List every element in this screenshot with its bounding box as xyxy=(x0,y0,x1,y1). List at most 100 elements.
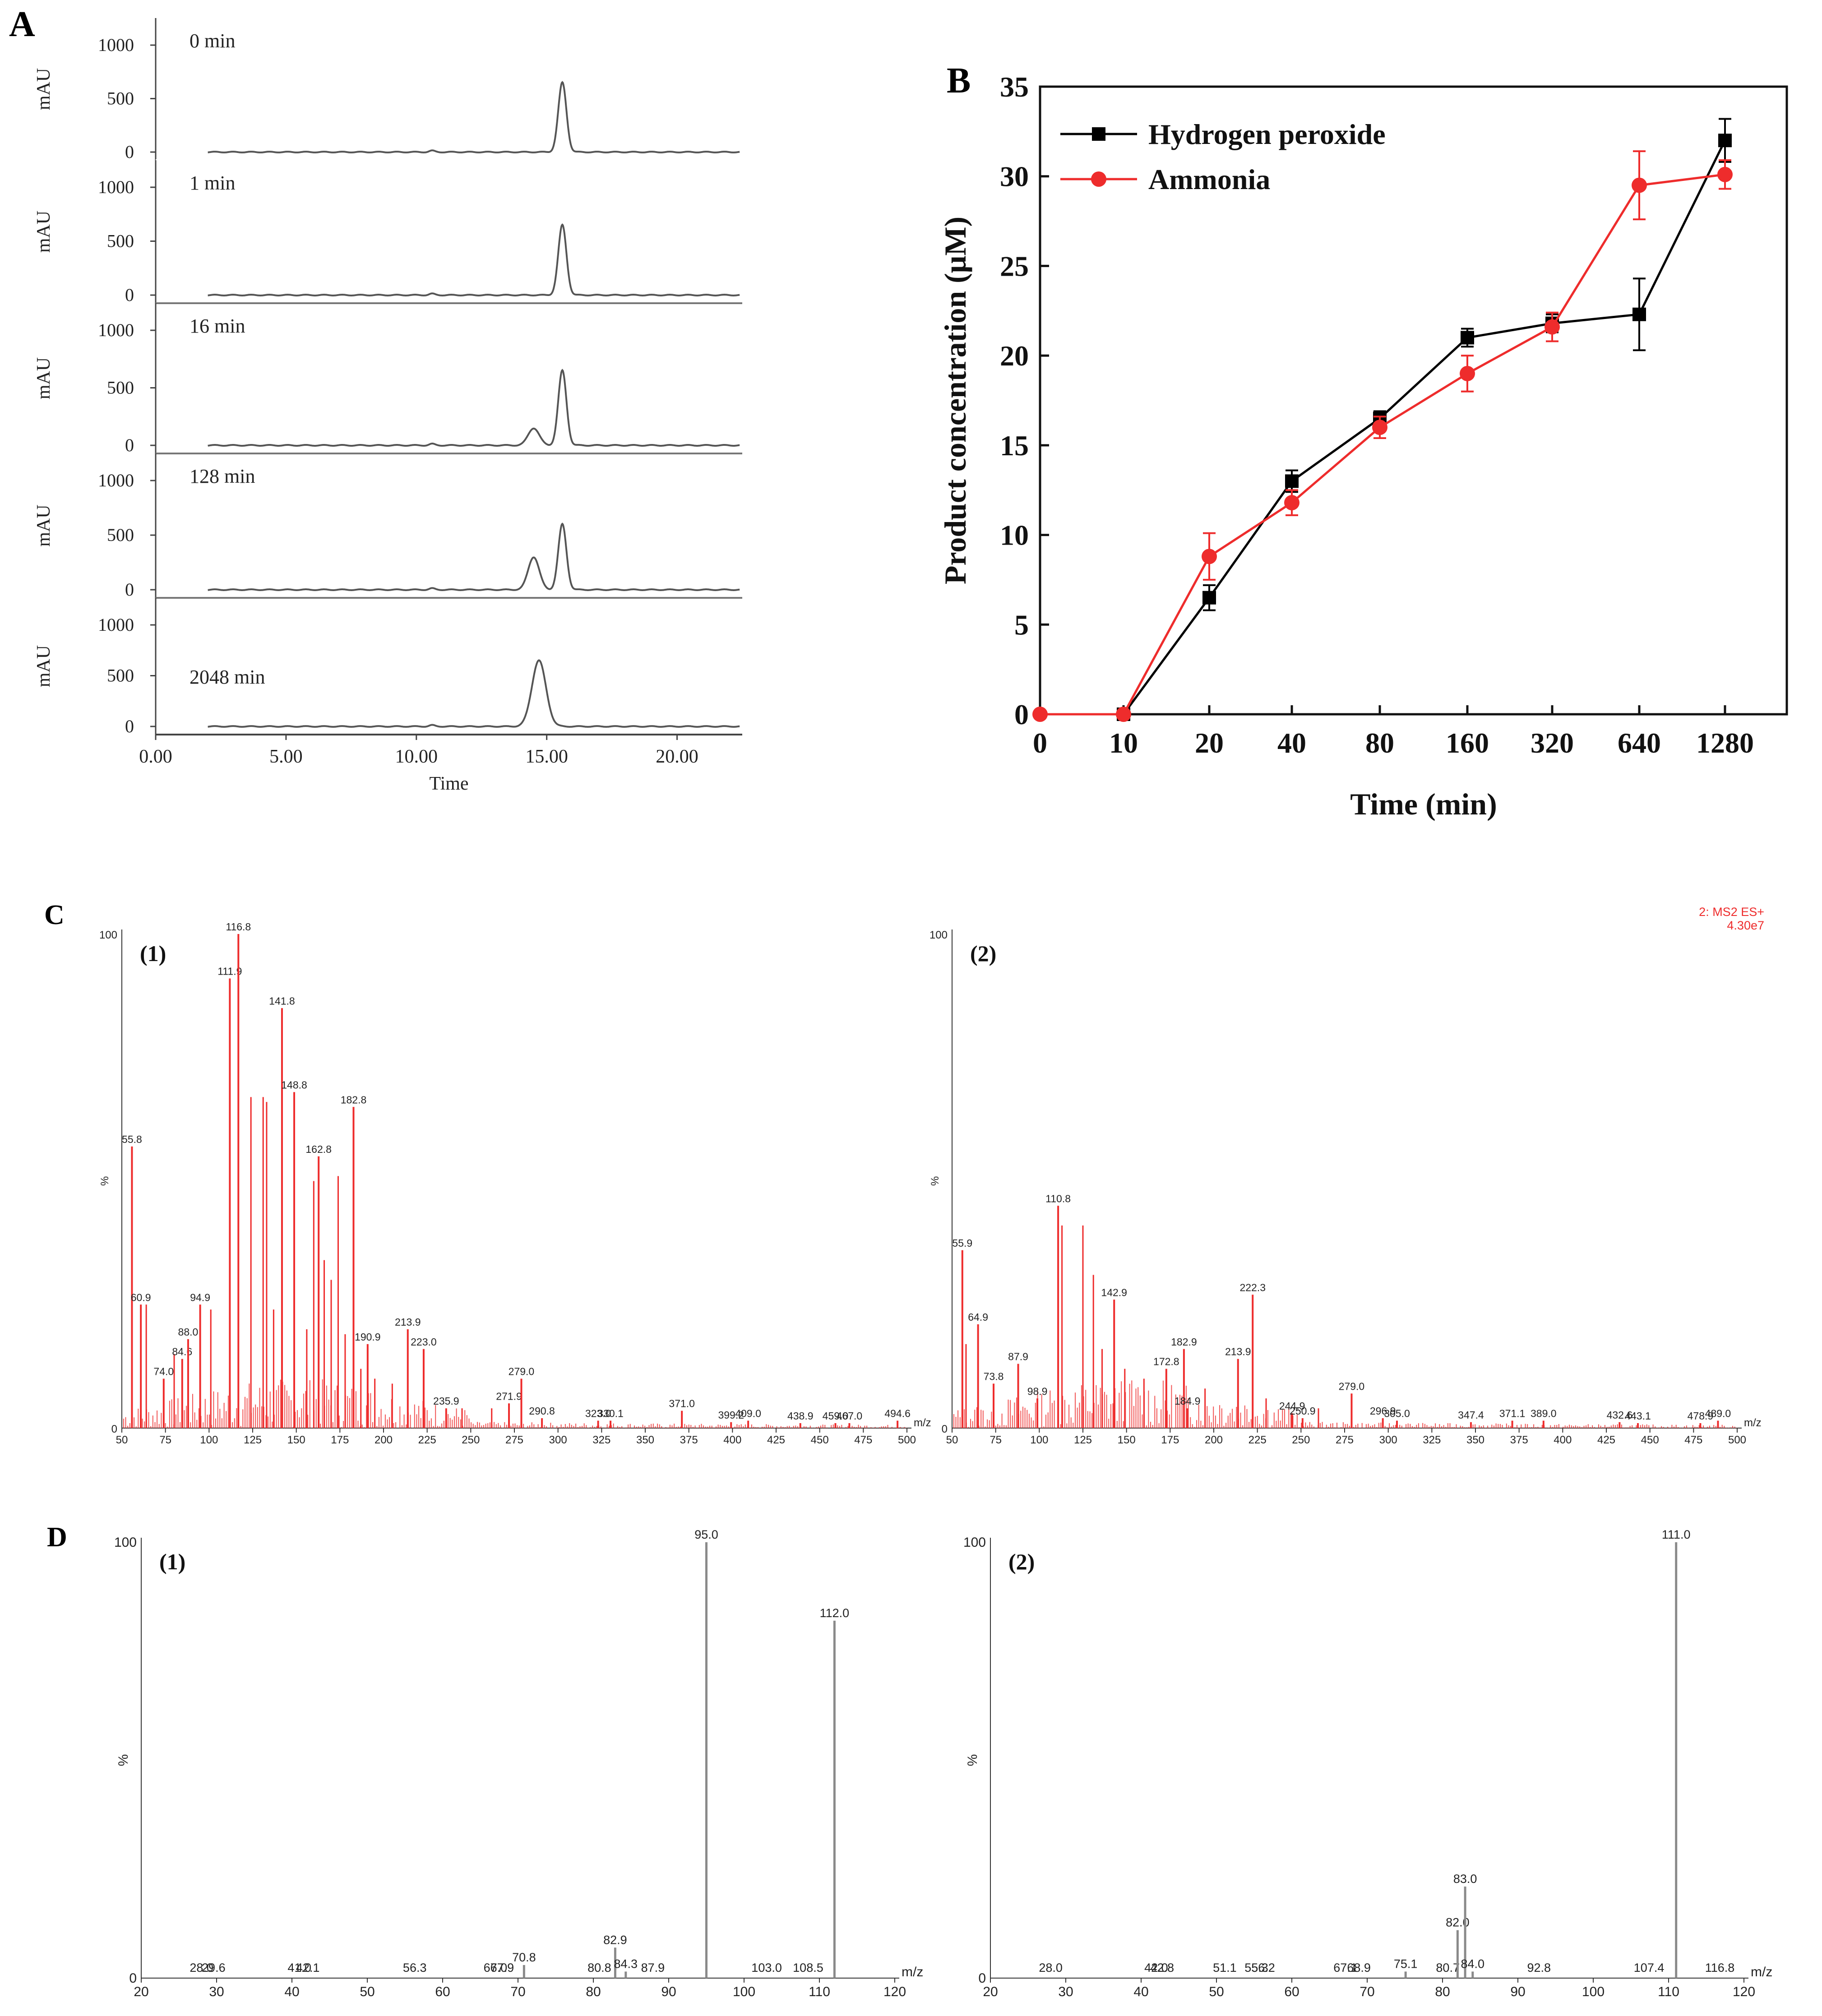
peak-label: 94.9 xyxy=(190,1291,210,1303)
spectrum-c2: 100 0% (2) 50 75 100 125 150 175 200 225 250 275 300 3… xyxy=(929,929,1762,1446)
x-tick-label: 500 xyxy=(1728,1434,1746,1446)
peak-label: 347.4 xyxy=(1458,1409,1484,1421)
x-tick-label: 120 xyxy=(883,1984,906,1999)
series-line xyxy=(1040,173,1725,716)
spectrum-title: (1) xyxy=(159,1549,185,1574)
x-tick-label: 40 xyxy=(1277,727,1306,759)
x-tick-label: 325 xyxy=(1423,1434,1441,1446)
data-point xyxy=(1632,177,1647,193)
peak-label: 56.2 xyxy=(1251,1961,1275,1974)
peak-label: 371.1 xyxy=(1499,1408,1526,1420)
plot-frame xyxy=(1039,85,1788,716)
peak-label: 51.1 xyxy=(1213,1961,1237,1974)
data-point xyxy=(1717,166,1733,182)
peak-label: 92.8 xyxy=(1527,1961,1551,1974)
y-axis-label: mAU xyxy=(33,504,54,546)
y-axis-label: % xyxy=(99,1176,111,1186)
x-tick-label: 200 xyxy=(375,1434,393,1446)
legend-marker xyxy=(1092,127,1105,141)
peak-label: 182.9 xyxy=(1171,1336,1197,1348)
x-tick-label: 110 xyxy=(809,1984,830,1999)
peak-label: 432.6 xyxy=(1607,1409,1633,1421)
peak-label: 67.1 xyxy=(1333,1961,1357,1974)
peak-label: 223.0 xyxy=(411,1336,437,1348)
y-tick-label: 0 xyxy=(129,1971,137,1986)
peak-label: 409.0 xyxy=(735,1408,761,1420)
y-tick-label: 1000 xyxy=(98,35,134,55)
peak-label: 42.8 xyxy=(1150,1961,1174,1974)
panel-label-b: B xyxy=(947,61,971,101)
x-tick-label: 150 xyxy=(1118,1434,1136,1446)
x-tick-label: 30 xyxy=(1058,1984,1073,1999)
panel-c-mass-spectra: 2: MS2 ES+ 4.30e7 1000%(1)50 75 100 125 150 1… xyxy=(99,905,1764,1446)
data-point xyxy=(1718,134,1732,148)
y-tick-label: 30 xyxy=(1000,161,1029,193)
peak-label: 494.6 xyxy=(884,1408,911,1420)
peak-label: 459.0 xyxy=(823,1410,849,1422)
data-point xyxy=(1284,495,1299,511)
y-tick-label: 100 xyxy=(114,1535,137,1550)
chromatogram-trace xyxy=(208,522,740,591)
panel-b-concentration-chart: 0 5 10 15 20 25 30 35 0 10 20 40 80 160 320 640 1280 Time… xyxy=(938,71,1788,821)
trace-label: 128 min xyxy=(190,465,255,487)
panel-d-mass-spectra: 100 0% (1) 20 30 40 50 60 70 80 90 100 110 120 m/z 28.0… xyxy=(114,1528,1772,1999)
peak-label: 330.1 xyxy=(597,1408,624,1420)
x-axis-label: Time (min) xyxy=(1350,787,1497,821)
x-tick-label: 80 xyxy=(1365,727,1394,759)
y-axis-label: mAU xyxy=(33,645,54,687)
peak-label: 489.0 xyxy=(1705,1408,1731,1420)
data-point xyxy=(1032,707,1048,722)
x-tick-label: 1280 xyxy=(1696,727,1754,759)
y-tick-label: 0 xyxy=(125,435,134,455)
data-point xyxy=(1632,307,1646,321)
y-tick-label: 500 xyxy=(107,666,134,686)
peak-label: 213.9 xyxy=(395,1316,421,1328)
x-tick-label: 10.00 xyxy=(395,746,438,767)
peak-label: 235.9 xyxy=(433,1395,459,1407)
peak-label: 73.8 xyxy=(984,1370,1004,1382)
peak-label: 68.9 xyxy=(1347,1961,1371,1974)
x-tick-label: 250 xyxy=(1292,1434,1310,1446)
trace-label: 16 min xyxy=(190,315,245,337)
spectrum-title: (1) xyxy=(140,941,166,966)
x-tick-label: 50 xyxy=(116,1434,128,1446)
peak-label: 148.8 xyxy=(281,1079,307,1091)
y-axis-label: mAU xyxy=(33,211,54,253)
peak-label: 190.9 xyxy=(355,1331,381,1343)
peak-label: 42.1 xyxy=(296,1961,320,1974)
chromatogram-trace xyxy=(208,369,740,447)
peak-label: 222.3 xyxy=(1239,1281,1266,1293)
x-tick-label: 125 xyxy=(244,1434,262,1446)
spectrum-title: (2) xyxy=(1008,1549,1035,1574)
y-tick-label: 0 xyxy=(1014,698,1029,731)
chromatogram-2: 1000 500 0 mAU 1 min xyxy=(33,160,742,305)
x-tick-label: 425 xyxy=(767,1434,785,1446)
x-axis-label: m/z xyxy=(914,1417,931,1429)
x-tick-label: 275 xyxy=(1336,1434,1354,1446)
peak-label: 107.4 xyxy=(1634,1961,1665,1974)
x-tick-label: 75 xyxy=(990,1434,1002,1446)
x-tick-label: 640 xyxy=(1618,727,1661,759)
y-tick-label: 1000 xyxy=(98,470,134,490)
trace-label: 2048 min xyxy=(190,666,265,688)
y-tick-label: 500 xyxy=(107,378,134,398)
x-tick-label: 80 xyxy=(1435,1984,1450,1999)
trace-label: 0 min xyxy=(190,30,235,52)
peak-label: 244.9 xyxy=(1279,1400,1305,1412)
x-tick-label: 425 xyxy=(1597,1434,1615,1446)
x-tick-label: 350 xyxy=(636,1434,654,1446)
y-tick-label: 100 xyxy=(929,929,948,941)
spectrum-d1: 100 0% (1) 20 30 40 50 60 70 80 90 100 110 120 m/z 28.0… xyxy=(114,1528,923,1999)
x-axis-label: Time xyxy=(429,773,468,794)
peak-label: 467.0 xyxy=(837,1410,863,1422)
peak-label: 116.8 xyxy=(226,921,251,933)
peak-label: 64.9 xyxy=(968,1311,988,1323)
y-tick-label: 1000 xyxy=(98,615,134,635)
peak-label: 296.9 xyxy=(1370,1405,1396,1417)
peak-label: 305.0 xyxy=(1384,1408,1410,1420)
x-tick-label: 10 xyxy=(1109,727,1138,759)
peak-label: 84.0 xyxy=(1461,1957,1485,1971)
peak-label: 70.8 xyxy=(512,1951,536,1964)
chromatogram-3: 1000 500 0 mAU 16 min xyxy=(33,303,742,455)
x-tick-label: 160 xyxy=(1446,727,1489,759)
